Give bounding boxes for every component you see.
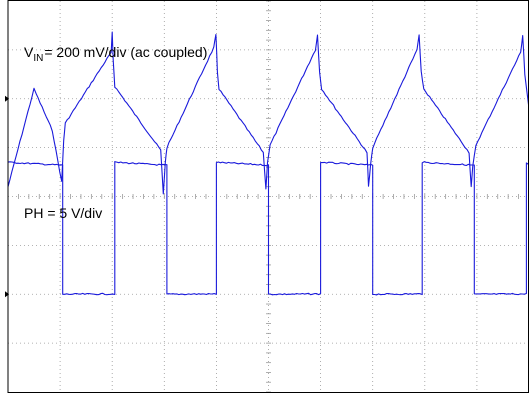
ch2-ground-marker (5, 291, 9, 298)
traces (7, 31, 529, 296)
ch1-ripple-trace (7, 31, 529, 195)
ch2-label: PH = 5 V/div (24, 205, 102, 221)
channel-markers (5, 95, 9, 298)
ch1-label: VIN= 200 mV/div (ac coupled) (24, 44, 207, 64)
ch2-switch-node-trace (7, 161, 529, 296)
ch1-ground-marker (5, 95, 9, 102)
